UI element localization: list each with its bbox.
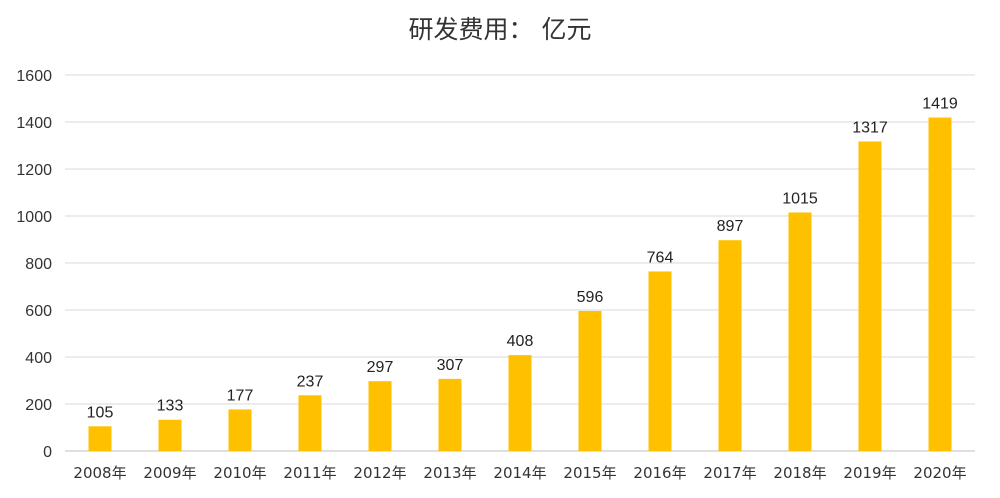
- bar: [718, 240, 742, 451]
- y-tick-label: 600: [25, 303, 52, 320]
- bar: [858, 141, 882, 451]
- y-tick-label: 1600: [16, 68, 52, 85]
- x-tick-label: 2011年: [283, 464, 336, 482]
- x-tick-label: 2016年: [633, 464, 686, 482]
- y-tick-label: 1400: [16, 115, 52, 132]
- data-labels: 105 133 177 237 297 307 408 596 764 897 1015 1317 14…: [87, 96, 958, 422]
- x-tick-label: 2009年: [143, 464, 196, 482]
- x-tick-label: 2013年: [423, 464, 476, 482]
- data-label: 133: [157, 398, 184, 415]
- bar: [88, 426, 112, 451]
- data-label: 764: [647, 249, 674, 266]
- data-label: 237: [297, 373, 324, 390]
- chart-title: 研发费用： 亿元: [409, 15, 592, 44]
- bar: [438, 378, 462, 451]
- data-label: 1317: [852, 120, 888, 137]
- x-axis-ticks: 2008年 2009年 2010年 2011年 2012年 2013年 2014年 2015年…: [73, 464, 966, 482]
- y-tick-label: 400: [25, 350, 52, 367]
- y-tick-label: 0: [43, 444, 52, 461]
- bar: [368, 381, 392, 451]
- y-tick-label: 1200: [16, 162, 52, 179]
- y-tick-label: 200: [25, 397, 52, 414]
- x-tick-label: 2018年: [773, 464, 826, 482]
- data-label: 897: [717, 218, 744, 235]
- bar: [298, 395, 322, 451]
- data-label: 1015: [782, 190, 818, 207]
- x-tick-label: 2020年: [913, 464, 966, 482]
- gridlines: [65, 74, 975, 452]
- x-tick-label: 2010年: [213, 464, 266, 482]
- x-tick-label: 2008年: [73, 464, 126, 482]
- x-tick-label: 2017年: [703, 464, 756, 482]
- data-label: 297: [367, 359, 394, 376]
- x-tick-label: 2012年: [353, 464, 406, 482]
- bar: [158, 419, 182, 451]
- data-label: 105: [87, 404, 114, 421]
- data-label: 307: [437, 357, 464, 374]
- y-tick-label: 800: [25, 256, 52, 273]
- data-label: 596: [577, 289, 604, 306]
- bar: [788, 212, 812, 451]
- data-label: 1419: [922, 96, 958, 113]
- x-tick-label: 2014年: [493, 464, 546, 482]
- bar: [648, 271, 672, 451]
- y-tick-label: 1000: [16, 209, 52, 226]
- data-label: 408: [507, 333, 534, 350]
- bars: [88, 117, 952, 451]
- bar: [228, 409, 252, 451]
- bar: [508, 355, 532, 451]
- bar: [928, 117, 952, 451]
- y-axis-ticks: 0 200 400 600 800 1000 1200 1400 1600: [16, 68, 52, 461]
- x-tick-label: 2019年: [843, 464, 896, 482]
- bar: [578, 310, 602, 451]
- data-label: 177: [227, 387, 254, 404]
- x-tick-label: 2015年: [563, 464, 616, 482]
